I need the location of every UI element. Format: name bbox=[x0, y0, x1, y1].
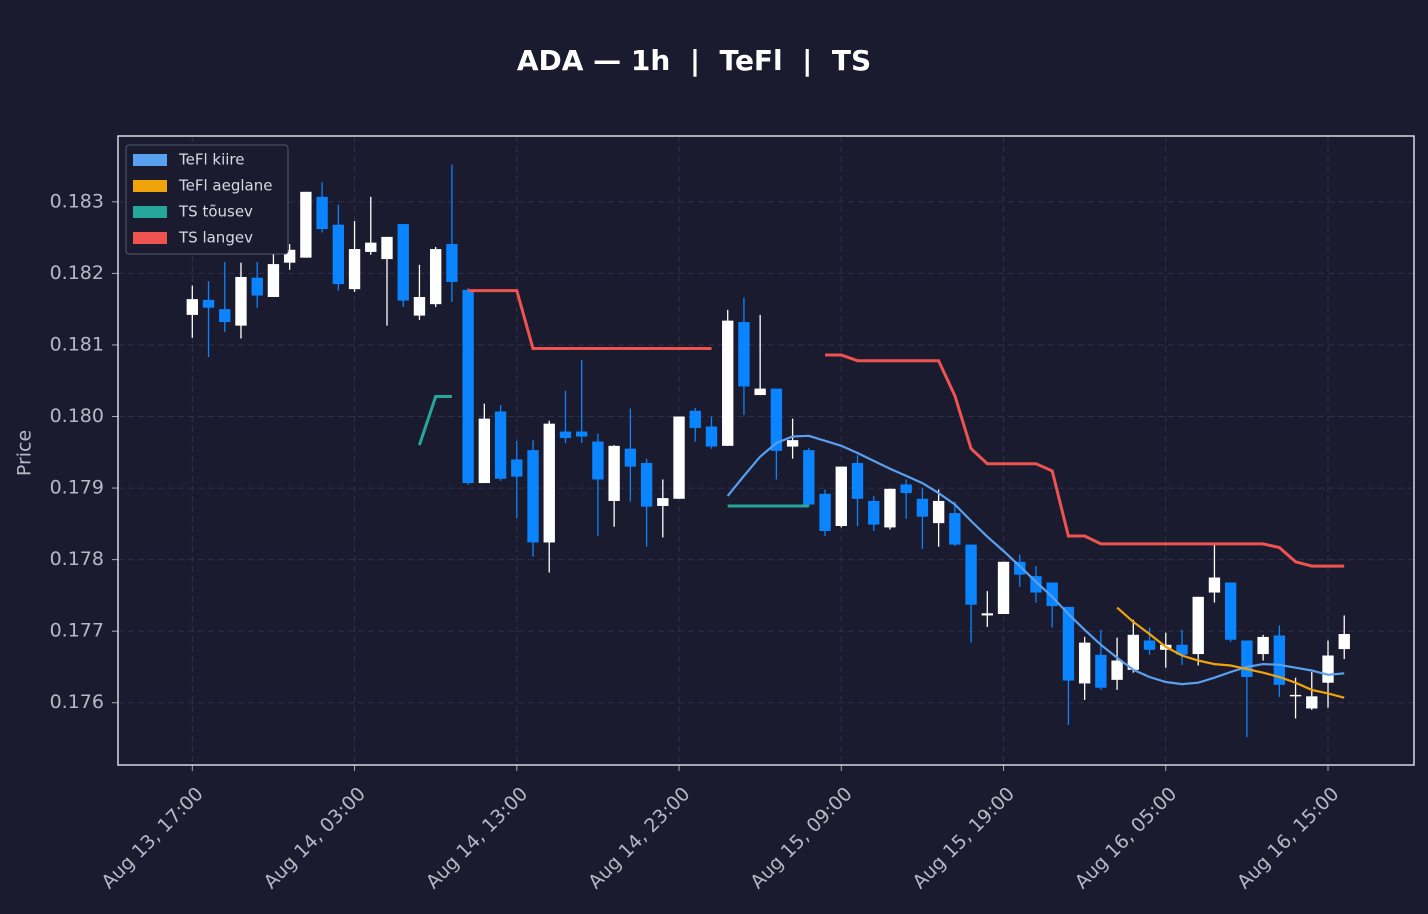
candle-body bbox=[1273, 635, 1286, 685]
candle-body bbox=[981, 613, 993, 616]
candle-body bbox=[1095, 654, 1107, 688]
candle-body bbox=[202, 299, 215, 308]
candle-body bbox=[219, 309, 231, 323]
candle-body bbox=[332, 224, 345, 285]
candle-body bbox=[267, 264, 280, 298]
candle-body bbox=[770, 388, 783, 451]
candle-body bbox=[365, 242, 377, 252]
legend-label: TeFl kiire bbox=[178, 151, 245, 169]
candle-body bbox=[997, 561, 1010, 615]
candle-body bbox=[1078, 642, 1091, 684]
y-tick-label: 0.182 bbox=[50, 262, 104, 284]
legend-swatch bbox=[133, 154, 167, 166]
candle-body bbox=[283, 249, 296, 263]
candle-body bbox=[511, 459, 523, 477]
candle-body bbox=[381, 236, 393, 260]
candle-body bbox=[689, 410, 701, 428]
candle-body bbox=[640, 463, 653, 507]
candle-body bbox=[1208, 577, 1221, 593]
legend-swatch bbox=[133, 180, 167, 192]
candle-body bbox=[949, 513, 961, 545]
candle-body bbox=[1338, 634, 1350, 650]
candle-body bbox=[786, 440, 799, 447]
y-tick-label: 0.179 bbox=[50, 477, 104, 499]
y-tick-label: 0.176 bbox=[50, 691, 104, 713]
candle-body bbox=[251, 277, 263, 296]
candle-body bbox=[429, 249, 442, 305]
candle-body bbox=[1046, 582, 1058, 607]
y-tick-label: 0.180 bbox=[50, 405, 104, 427]
candle-body bbox=[1143, 640, 1156, 650]
candle-body bbox=[1257, 636, 1269, 655]
candle-body bbox=[576, 431, 588, 437]
y-tick-label: 0.178 bbox=[50, 548, 104, 570]
candle-body bbox=[1127, 634, 1139, 670]
candle-body bbox=[738, 322, 750, 387]
y-tick-label: 0.181 bbox=[50, 333, 104, 355]
legend: TeFl kiire TeFl aeglane TS tõusev TS langev bbox=[125, 144, 289, 255]
candle-body bbox=[657, 498, 669, 506]
candle-body bbox=[868, 500, 880, 525]
candle-body bbox=[1030, 576, 1042, 593]
candle-body bbox=[819, 493, 831, 532]
legend-label: TeFl aeglane bbox=[178, 177, 272, 195]
overlay-line bbox=[1116, 606, 1345, 699]
overlay-line bbox=[468, 289, 1345, 568]
legend-label: TS tõusev bbox=[178, 203, 253, 221]
candle-body bbox=[235, 276, 247, 326]
candle-body bbox=[478, 418, 491, 484]
candle-body bbox=[851, 463, 864, 499]
candle-body bbox=[186, 299, 198, 315]
candle-body bbox=[462, 289, 474, 484]
candle-body bbox=[673, 416, 685, 499]
legend-swatch bbox=[133, 232, 167, 244]
y-axis-label: Price bbox=[14, 430, 36, 476]
overlay-line bbox=[417, 395, 809, 508]
candle-body bbox=[705, 426, 718, 447]
candle-body bbox=[722, 320, 734, 446]
candle-body bbox=[527, 450, 539, 543]
candle-body bbox=[1176, 644, 1188, 655]
candle-body bbox=[397, 224, 409, 301]
candle-body bbox=[1322, 655, 1334, 683]
candle-body bbox=[1014, 561, 1026, 575]
candle-body bbox=[1224, 582, 1237, 640]
candle-body bbox=[916, 498, 929, 517]
candle-body bbox=[900, 484, 912, 494]
candle-body bbox=[413, 297, 426, 316]
candle-body bbox=[348, 249, 361, 290]
candle-body bbox=[835, 466, 847, 526]
candle-body bbox=[559, 431, 572, 438]
candle-body bbox=[624, 448, 637, 467]
legend-swatch bbox=[133, 206, 167, 218]
plot-border bbox=[117, 135, 1415, 766]
candle-body bbox=[1289, 694, 1302, 697]
candle-body bbox=[316, 196, 328, 230]
candle-body bbox=[494, 411, 507, 479]
candle-body bbox=[884, 488, 896, 528]
chart-title: ADA — 1h | TeFl | TS bbox=[517, 44, 871, 77]
legend-box bbox=[125, 144, 289, 255]
candle-body bbox=[1111, 660, 1123, 680]
candle-body bbox=[592, 441, 604, 480]
candle-body bbox=[543, 423, 555, 543]
candle-body bbox=[932, 500, 945, 524]
candle-body bbox=[1241, 640, 1253, 677]
candle-body bbox=[754, 388, 766, 396]
candle-body bbox=[446, 244, 458, 282]
candle-body bbox=[803, 450, 815, 505]
legend-label: TS langev bbox=[178, 229, 253, 247]
candle-body bbox=[1062, 606, 1075, 681]
candle-body bbox=[300, 191, 312, 258]
candle-body bbox=[965, 544, 977, 605]
candle-body bbox=[1306, 696, 1318, 709]
candle-body bbox=[608, 445, 620, 501]
candle-body bbox=[1192, 596, 1204, 655]
y-tick-label: 0.183 bbox=[50, 190, 104, 212]
y-tick-label: 0.177 bbox=[50, 620, 104, 642]
